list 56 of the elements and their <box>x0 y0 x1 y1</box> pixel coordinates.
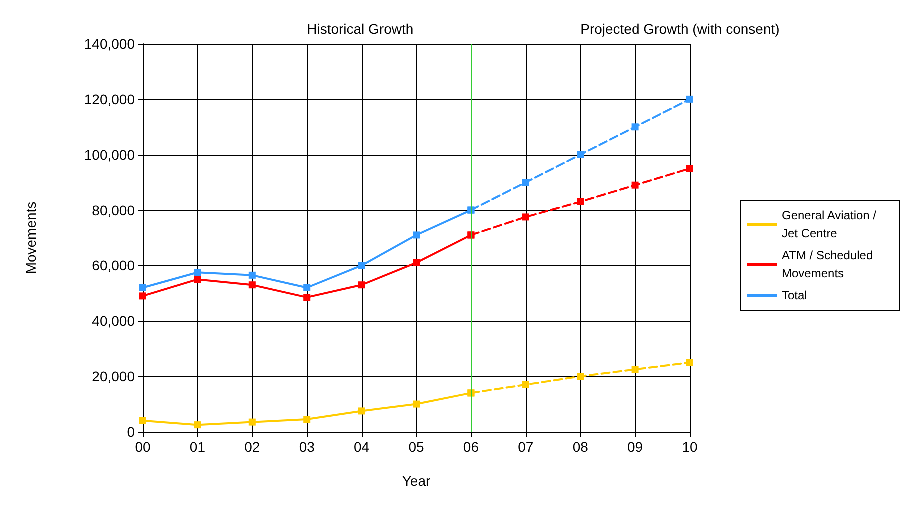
x-tick-label: 07 <box>518 439 534 455</box>
point <box>577 198 584 206</box>
y-tick-label: 100,000 <box>84 146 136 163</box>
point <box>358 262 366 270</box>
y-tick-label: 80,000 <box>92 202 136 218</box>
point <box>632 366 639 374</box>
point <box>686 96 694 103</box>
x-tick-label: 05 <box>408 439 424 455</box>
y-tick-label: 60,000 <box>92 258 136 274</box>
point <box>358 282 366 289</box>
point <box>140 417 146 424</box>
x-tick-label: 04 <box>354 439 370 455</box>
point <box>194 422 202 429</box>
text: Historical Growth <box>307 21 414 37</box>
point <box>413 259 420 266</box>
point <box>194 276 202 284</box>
point <box>522 214 530 221</box>
point <box>632 182 639 189</box>
point <box>304 416 311 424</box>
point <box>686 359 694 366</box>
point <box>304 294 311 302</box>
point <box>632 124 639 131</box>
y-axis-title: Movements <box>23 202 39 274</box>
point <box>522 381 530 388</box>
x-tick-label: 00 <box>135 439 151 455</box>
legend-label: General Aviation / Jet Centre <box>782 208 880 240</box>
point <box>413 400 420 408</box>
legend-label: Total <box>782 288 808 302</box>
point <box>248 418 256 426</box>
y-tick-label: 0 <box>127 424 136 440</box>
point <box>194 269 202 276</box>
point <box>577 373 584 380</box>
x-tick-label: 10 <box>682 439 698 455</box>
point <box>140 284 146 292</box>
point <box>522 179 530 186</box>
x-tick-label: 09 <box>628 439 644 455</box>
point <box>686 165 694 172</box>
legend-label: ATM / Scheduled Movements <box>782 248 876 280</box>
x-tick-label: 06 <box>463 439 480 455</box>
x-tick-label: 03 <box>299 439 316 455</box>
y-tick-label: 20,000 <box>92 368 136 385</box>
point <box>413 232 420 239</box>
text: Projected Growth (with consent) <box>580 21 780 37</box>
y-tick-label: 40,000 <box>92 313 136 330</box>
point <box>304 284 311 292</box>
x-tick-label: 02 <box>244 439 260 455</box>
x-axis-title: Year <box>402 473 431 489</box>
point <box>577 151 584 158</box>
point <box>358 408 366 415</box>
x-tick-label: 08 <box>572 439 589 455</box>
point <box>140 292 146 300</box>
y-tick-label: 140,000 <box>84 36 136 52</box>
x-tick-label: 01 <box>190 439 206 455</box>
point <box>248 272 256 279</box>
point <box>248 282 256 289</box>
y-tick-label: 120,000 <box>84 91 136 108</box>
